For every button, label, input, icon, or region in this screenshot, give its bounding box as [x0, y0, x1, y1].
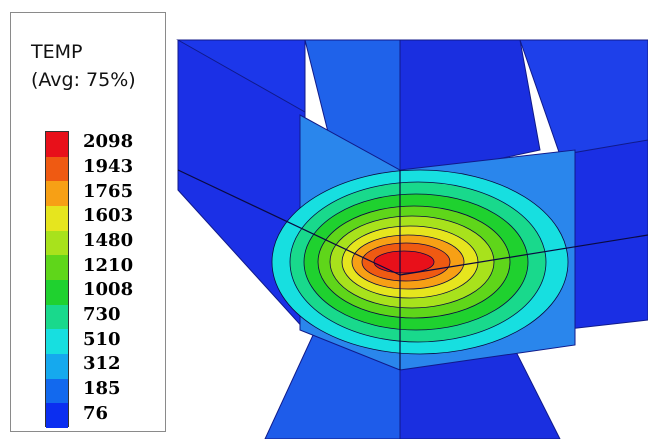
legend-swatch: [46, 181, 68, 207]
left-plate-top-face: [176, 39, 306, 113]
legend-swatch: [46, 230, 68, 256]
legend-swatch: [46, 304, 68, 330]
interface-line: [177, 169, 401, 276]
legend-swatch: [46, 329, 68, 355]
right-plate-upper: [519, 39, 648, 156]
legend-label: 1603: [83, 205, 134, 227]
legend-label: 1480: [83, 230, 134, 251]
legend-color-bar: [45, 131, 69, 429]
legend-swatch: [46, 255, 68, 281]
legend-label: 2098: [83, 131, 134, 153]
legend-panel: TEMP (Avg: 75%) 2098 1943 1765 1603 1480 1210…: [10, 12, 166, 432]
legend-label: 730: [83, 304, 121, 325]
legend-label: 185: [83, 378, 121, 399]
legend-swatch: [46, 403, 68, 429]
legend-swatch: [46, 354, 68, 380]
legend-label: 1765: [83, 180, 134, 202]
legend-label: 76: [83, 402, 109, 424]
legend-label: 1008: [83, 279, 134, 301]
legend-label: 1943: [83, 156, 134, 177]
legend-swatch: [46, 280, 68, 306]
legend-label: 312: [83, 353, 121, 375]
legend-subtitle: (Avg: 75%): [31, 69, 136, 91]
legend-label: 510: [83, 328, 121, 350]
legend-title: TEMP: [31, 41, 83, 63]
legend-swatch: [46, 132, 68, 158]
upper-electrode-right: [399, 39, 541, 181]
legend-swatch: [46, 206, 68, 232]
legend-swatch: [46, 156, 68, 182]
interface-line-2: [399, 234, 648, 276]
contour-2098: [373, 250, 435, 274]
legend-swatch: [46, 378, 68, 404]
legend-label: 1210: [83, 254, 134, 276]
